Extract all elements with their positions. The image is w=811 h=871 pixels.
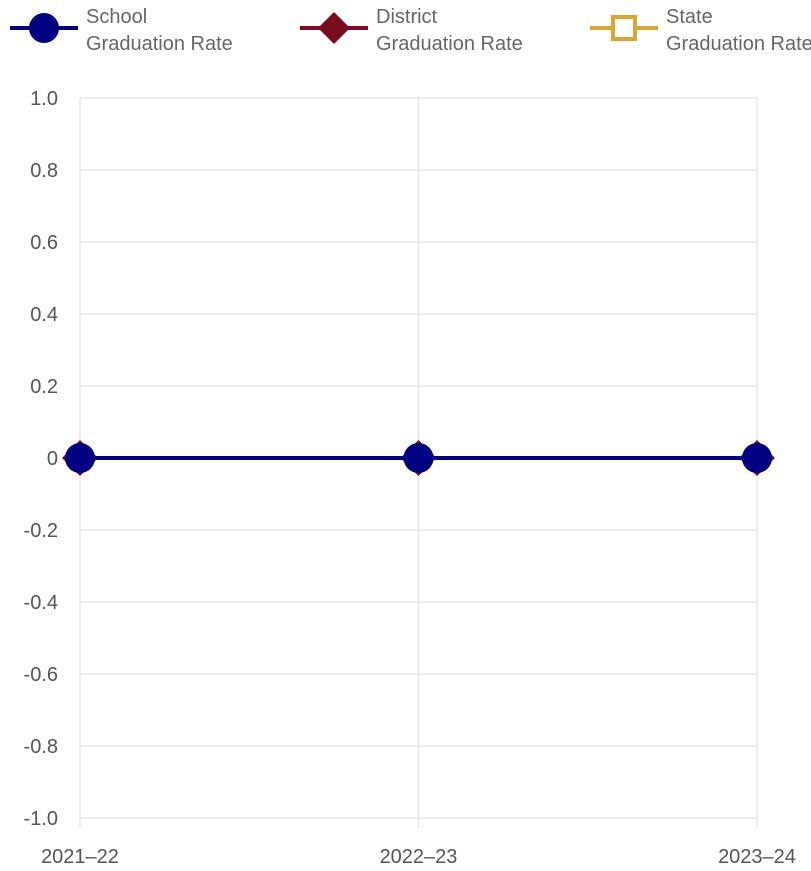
- legend-state-line2: Graduation Rate: [666, 33, 811, 55]
- legend-district-line1: District: [376, 6, 438, 28]
- legend-item-district[interactable]: District Graduation Rate: [298, 4, 566, 58]
- y-tick-label: 0.2: [30, 376, 58, 398]
- data-point: [65, 443, 95, 473]
- state-marker-icon: [590, 15, 658, 41]
- y-tick-label: 0.4: [30, 304, 58, 326]
- school-marker-icon: [10, 13, 78, 43]
- legend-school-line2: Graduation Rate: [86, 33, 233, 55]
- y-tick-label: -0.6: [24, 664, 58, 686]
- y-tick-label: -0.2: [24, 520, 58, 542]
- legend-school-line1: School: [86, 6, 148, 28]
- data-point: [742, 443, 772, 473]
- legend-state-line1: State: [666, 6, 713, 28]
- y-tick-label: 0.6: [30, 232, 58, 254]
- y-tick-label: -0.4: [24, 592, 58, 614]
- legend-item-state[interactable]: State Graduation Rate: [588, 4, 811, 58]
- x-tick-label: 2021–22: [41, 846, 119, 868]
- y-tick-label: -1.0: [24, 808, 58, 830]
- y-tick-label: 1.0: [30, 88, 58, 110]
- data-point: [403, 443, 434, 473]
- y-tick-label: 0: [47, 448, 58, 470]
- x-tick-label: 2023–24: [718, 846, 796, 868]
- legend-district-line2: Graduation Rate: [376, 33, 523, 55]
- y-tick-label: 0.8: [30, 160, 58, 182]
- y-tick-label: -0.8: [24, 736, 58, 758]
- x-tick-label: 2022–23: [380, 846, 458, 868]
- legend-item-school[interactable]: School Graduation Rate: [8, 4, 276, 58]
- chart-legend: School Graduation Rate District Graduati…: [8, 4, 811, 58]
- district-marker-icon: [300, 12, 368, 44]
